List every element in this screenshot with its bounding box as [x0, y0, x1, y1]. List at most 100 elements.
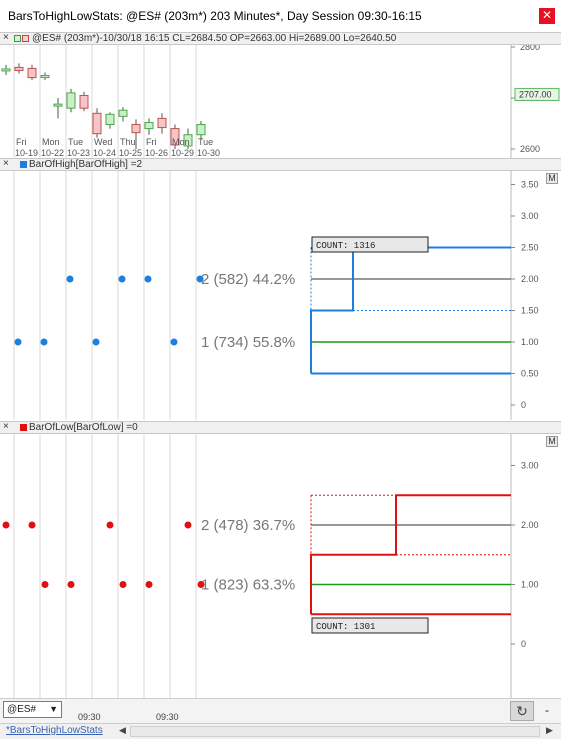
close-pane-icon[interactable]: × — [3, 158, 9, 169]
value-axis-label: 1.00 — [521, 337, 539, 347]
stat-level-1: 1 (734) 55.8% — [201, 334, 295, 351]
close-pane-icon[interactable]: × — [3, 32, 9, 43]
data-point — [144, 275, 152, 283]
date-label: 10-25 — [119, 148, 142, 158]
low-pane-m-button[interactable]: M — [546, 436, 558, 447]
data-point — [196, 275, 204, 283]
value-axis-label: 1.50 — [521, 306, 539, 316]
candle-body — [183, 134, 193, 147]
symbol-value: @ES# — [7, 704, 37, 715]
day-label: Tue — [68, 137, 83, 147]
last-price-value: 2707.00 — [519, 89, 552, 99]
high-pane-m-button[interactable]: M — [546, 173, 558, 184]
candle-body — [1, 68, 11, 72]
day-label: Wed — [94, 137, 112, 147]
down-candle-swatch-icon — [22, 35, 29, 42]
candle-body — [118, 109, 128, 117]
price-chart[interactable]: 2800270026002707.00FriMonTueWedThuFriMon… — [0, 45, 561, 158]
data-point — [67, 581, 75, 588]
bar-of-high-chart[interactable]: 3.50 3.00 2.50 2.00 1.50 1.00 0.50 0 COUNT: 1316… — [0, 171, 561, 420]
day-label: Mon — [42, 137, 60, 147]
low-pane-header: × BarOfLow[BarOfLow] =0 — [0, 421, 561, 434]
stat-level-2: 2 (478) 36.7% — [201, 517, 295, 534]
count-label: COUNT: 1316 — [316, 241, 375, 251]
scroll-left-icon[interactable]: ◀ — [119, 725, 126, 735]
date-label: 10-29 — [171, 148, 194, 158]
title-bar: BarsToHighLowStats: @ES# (203m*) 203 Min… — [0, 0, 561, 32]
refresh-button[interactable]: ↻ — [510, 701, 534, 721]
minimize-pane-button[interactable]: - — [545, 703, 549, 717]
scroll-right-icon[interactable]: ▶ — [546, 725, 553, 735]
value-axis-label: 0.50 — [521, 369, 539, 379]
series-swatch-icon — [20, 424, 27, 431]
candle-body — [53, 103, 63, 107]
candle-body — [105, 113, 115, 126]
stat-level-1: 1 (823) 63.3% — [201, 577, 295, 594]
time-axis-label: 09:30 — [156, 712, 179, 722]
candle-body — [40, 75, 50, 79]
count-box — [311, 617, 429, 634]
bar-of-low-chart[interactable]: 3.00 2.00 1.00 0 COUNT: 1301 2 (478) 36.7% 1 (… — [0, 434, 561, 698]
low-pane-title: BarOfLow[BarOfLow] =0 — [29, 422, 138, 433]
series-swatch-icon — [20, 161, 27, 168]
price-axis-label: 2600 — [520, 144, 540, 154]
data-point — [66, 275, 74, 283]
last-price-badge — [514, 87, 560, 101]
data-point — [197, 581, 205, 588]
day-label: Mon — [172, 137, 190, 147]
date-label: 10-22 — [41, 148, 64, 158]
date-label: 10-26 — [145, 148, 168, 158]
data-point — [40, 338, 48, 346]
bottom-toolbar: @ES# ▼ 09:30 09:30 ↻ - — [0, 698, 561, 723]
candle-body — [66, 92, 76, 109]
high-pane-header: × BarOfHigh[BarOfHigh] =2 — [0, 158, 561, 171]
day-label: Thu — [120, 137, 136, 147]
up-candle-swatch-icon — [14, 35, 21, 42]
value-axis-label: 3.50 — [521, 180, 539, 190]
price-pane-title: @ES# (203m*)-10/30/18 16:15 CL=2684.50 O… — [32, 33, 397, 44]
data-point — [184, 521, 192, 529]
candle-body — [157, 117, 167, 129]
data-point — [14, 338, 22, 346]
chevron-down-icon[interactable]: ▼ — [49, 704, 58, 714]
data-point — [106, 521, 114, 529]
window-title: BarsToHighLowStats: @ES# (203m*) 203 Min… — [8, 9, 422, 23]
data-point — [145, 581, 153, 588]
day-label: Tue — [198, 137, 213, 147]
high-pane-title: BarOfHigh[BarOfHigh] =2 — [29, 159, 143, 170]
value-axis-label: 0 — [521, 639, 526, 649]
close-window-button[interactable]: ✕ — [539, 8, 555, 24]
candle-body — [144, 121, 154, 130]
candle-body — [92, 112, 102, 135]
close-pane-icon[interactable]: × — [3, 421, 9, 432]
data-point — [92, 338, 100, 346]
date-label: 10-24 — [93, 148, 116, 158]
price-axis-label: 2800 — [520, 45, 540, 52]
candle-body — [27, 67, 37, 79]
date-label: 10-23 — [67, 148, 90, 158]
time-axis-label: 09:30 — [78, 712, 101, 722]
stat-level-2: 2 (582) 44.2% — [201, 271, 295, 288]
candle-body — [196, 124, 206, 136]
data-point — [119, 581, 127, 588]
data-point — [41, 581, 49, 588]
value-axis-label: 2.00 — [521, 520, 539, 530]
data-point — [118, 275, 126, 283]
data-point — [2, 521, 10, 529]
refresh-icon: ↻ — [516, 703, 528, 719]
value-axis-label: 3.00 — [521, 211, 539, 221]
date-label: 10-19 — [15, 148, 38, 158]
candle-body — [131, 124, 141, 134]
price-pane-header: × @ES# (203m*)-10/30/18 16:15 CL=2684.50… — [0, 32, 561, 45]
day-label: Fri — [16, 137, 27, 147]
candle-body — [79, 94, 89, 109]
horizontal-scrollbar[interactable] — [130, 726, 540, 737]
value-axis-label: 2.00 — [521, 274, 539, 284]
date-label: 10-30 — [197, 148, 220, 158]
tab-barstohighlowstats[interactable]: *BarsToHighLowStats — [6, 725, 103, 736]
count-label: COUNT: 1301 — [316, 622, 375, 632]
data-point — [170, 338, 178, 346]
symbol-select[interactable]: @ES# ▼ — [3, 701, 62, 718]
candle-body — [14, 66, 24, 71]
